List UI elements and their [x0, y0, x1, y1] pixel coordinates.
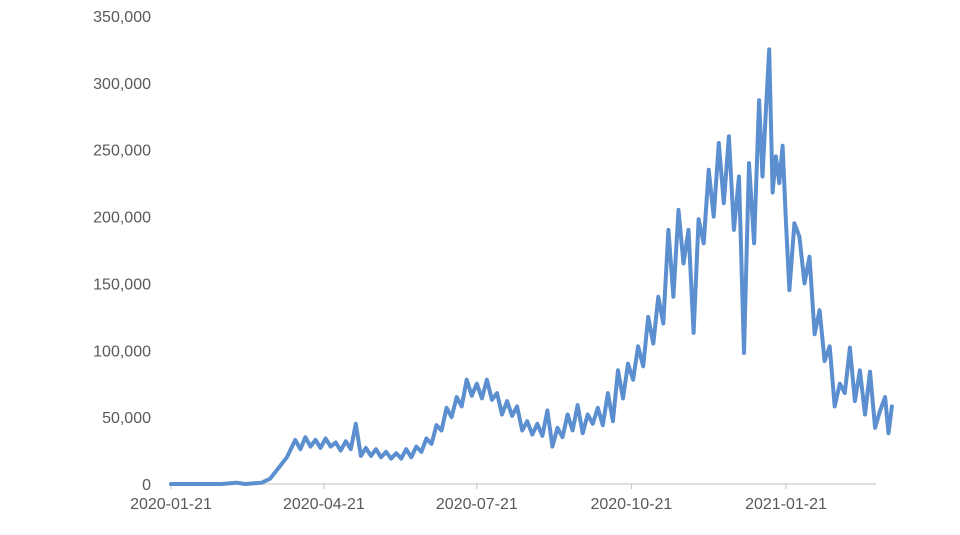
y-tick-label: 150,000: [93, 276, 151, 293]
y-tick-label: 0: [142, 477, 151, 494]
x-tick-label: 2020-01-21: [130, 496, 212, 513]
y-tick-label: 250,000: [93, 143, 151, 160]
y-tick-label: 300,000: [93, 76, 151, 93]
y-axis-tick-labels: 0 50,000 100,000 150,000 200,000 250,000 300,0…: [93, 9, 151, 494]
y-tick-label: 200,000: [93, 210, 151, 227]
x-tick-label: 2020-10-21: [590, 496, 672, 513]
y-tick-label: 50,000: [102, 410, 151, 427]
x-axis-tick-labels: 2020-01-21 2020-04-21 2020-07-21 2020-10-21…: [130, 496, 827, 513]
series-line: [169, 47, 894, 486]
x-tick-label: 2021-01-21: [745, 496, 827, 513]
y-tick-label: 350,000: [93, 9, 151, 26]
y-tick-label: 100,000: [93, 343, 151, 360]
x-tick-label: 2020-04-21: [283, 496, 365, 513]
x-tick-label: 2020-07-21: [436, 496, 518, 513]
x-axis-ticks: [170, 484, 787, 489]
